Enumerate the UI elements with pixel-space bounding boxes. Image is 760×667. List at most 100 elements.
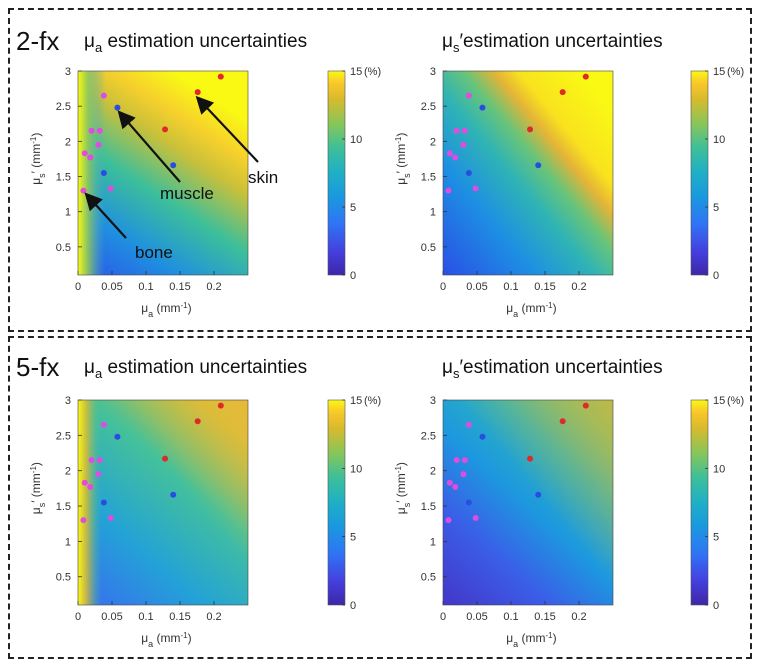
y-tick-label: 1 xyxy=(430,207,436,219)
colorbar xyxy=(690,399,709,606)
bone-point xyxy=(81,150,88,157)
bone-point xyxy=(460,471,467,478)
bone-point xyxy=(96,127,103,134)
y-axis-label: μs′ (mm-1) xyxy=(394,462,413,514)
bone-point xyxy=(461,127,468,134)
colorbar-tick-label: 0 xyxy=(713,600,719,612)
y-tick-label: 2 xyxy=(430,466,436,478)
chart-title-2fx-mus: μs′estimation uncertainties xyxy=(442,31,663,55)
bone-point xyxy=(80,517,87,524)
plot-frame xyxy=(442,399,614,606)
x-tick-label: 0.15 xyxy=(169,611,190,623)
bone-point xyxy=(80,187,87,194)
x-tick-label: 0.05 xyxy=(101,281,122,293)
y-axis-label: μs′ (mm-1) xyxy=(29,462,48,514)
panel-2fx-frame xyxy=(8,8,752,332)
y-tick-label: 1 xyxy=(65,536,71,548)
muscle-point xyxy=(465,170,472,176)
heatmap-5fx-mus xyxy=(443,400,613,605)
x-axis-label: μa (mm-1) xyxy=(506,301,556,320)
bone-annotation: bone xyxy=(135,243,173,262)
x-tick-label: 0.05 xyxy=(101,611,122,623)
x-tick-label: 0.2 xyxy=(571,611,586,623)
y-axis-label: μs′ (mm-1) xyxy=(394,133,413,185)
muscle-point xyxy=(114,433,121,440)
skin-point xyxy=(217,73,224,80)
muscle-point xyxy=(479,104,486,111)
bone-point xyxy=(107,185,114,192)
colorbar-tick-label: 5 xyxy=(350,202,356,214)
bone-arrow xyxy=(84,192,127,239)
colorbar-tick-label: 10 xyxy=(713,134,725,146)
chart-title-5fx-mus: μs′estimation uncertainties xyxy=(442,357,663,381)
x-tick-label: 0.05 xyxy=(466,611,487,623)
x-tick-label: 0 xyxy=(440,611,446,623)
colorbar-tick-label: 0 xyxy=(350,600,356,612)
colorbar-tick-label: 15 xyxy=(350,395,362,407)
bone-point xyxy=(446,479,453,486)
bone-point xyxy=(445,517,452,524)
bone-point xyxy=(100,92,107,99)
y-tick-label: 0.5 xyxy=(56,242,71,254)
colorbar-unit: (%) xyxy=(727,66,744,78)
bone-point xyxy=(81,479,88,486)
skin-point xyxy=(194,418,201,425)
skin-point xyxy=(162,126,169,133)
y-tick-label: 1.5 xyxy=(421,172,436,184)
colorbar-unit: (%) xyxy=(364,395,381,407)
panel-5fx-label: 5-fx xyxy=(16,352,60,382)
muscle-point xyxy=(465,499,472,506)
colorbar xyxy=(327,399,346,606)
heatmap-2fx-mua xyxy=(78,71,248,275)
y-tick-label: 0.5 xyxy=(421,242,436,254)
colorbar-tick-label: 15 xyxy=(713,395,725,407)
skin-point xyxy=(559,89,566,96)
bone-point xyxy=(453,457,460,464)
bone-point xyxy=(96,457,103,464)
bone-point xyxy=(453,127,460,134)
skin-point xyxy=(582,402,589,409)
bone-point xyxy=(87,483,94,490)
muscle-point xyxy=(100,170,107,176)
panel-2fx-label: 2-fx xyxy=(16,26,60,56)
panel-5fx-frame xyxy=(8,336,752,659)
bone-point xyxy=(465,421,472,428)
x-tick-label: 0 xyxy=(440,281,446,293)
skin-point xyxy=(194,89,201,96)
bone-point xyxy=(88,457,95,464)
x-tick-label: 0.15 xyxy=(534,611,555,623)
bone-point xyxy=(107,515,114,522)
x-tick-label: 0.1 xyxy=(138,281,153,293)
colorbar-tick-label: 15 xyxy=(350,66,362,78)
muscle-arrow xyxy=(117,110,181,183)
x-axis-label: μa (mm-1) xyxy=(141,631,191,650)
skin-point xyxy=(582,73,589,80)
bone-point xyxy=(472,185,479,192)
bone-point xyxy=(88,127,95,134)
plot-frame xyxy=(77,399,249,606)
y-tick-label: 1 xyxy=(65,207,71,219)
x-tick-label: 0.05 xyxy=(466,281,487,293)
colorbar xyxy=(690,70,709,276)
skin-point xyxy=(527,455,534,462)
bone-point xyxy=(452,483,459,490)
y-tick-label: 2.5 xyxy=(421,430,436,442)
y-tick-label: 3 xyxy=(65,66,71,78)
y-tick-label: 3 xyxy=(65,395,71,407)
bone-point xyxy=(95,141,102,148)
y-tick-label: 2 xyxy=(65,466,71,478)
bone-point xyxy=(461,457,468,464)
x-tick-label: 0.2 xyxy=(206,611,221,623)
x-axis-label: μa (mm-1) xyxy=(141,301,191,320)
bone-point xyxy=(445,187,452,194)
y-tick-label: 0.5 xyxy=(421,572,436,584)
bone-point xyxy=(95,471,102,478)
x-tick-label: 0.2 xyxy=(571,281,586,293)
plot-frame xyxy=(77,70,249,276)
x-tick-label: 0.1 xyxy=(138,611,153,623)
y-tick-label: 2 xyxy=(430,136,436,148)
y-tick-label: 2.5 xyxy=(56,101,71,113)
x-tick-label: 0 xyxy=(75,281,81,293)
x-tick-label: 0.1 xyxy=(503,281,518,293)
bone-point xyxy=(472,515,479,522)
